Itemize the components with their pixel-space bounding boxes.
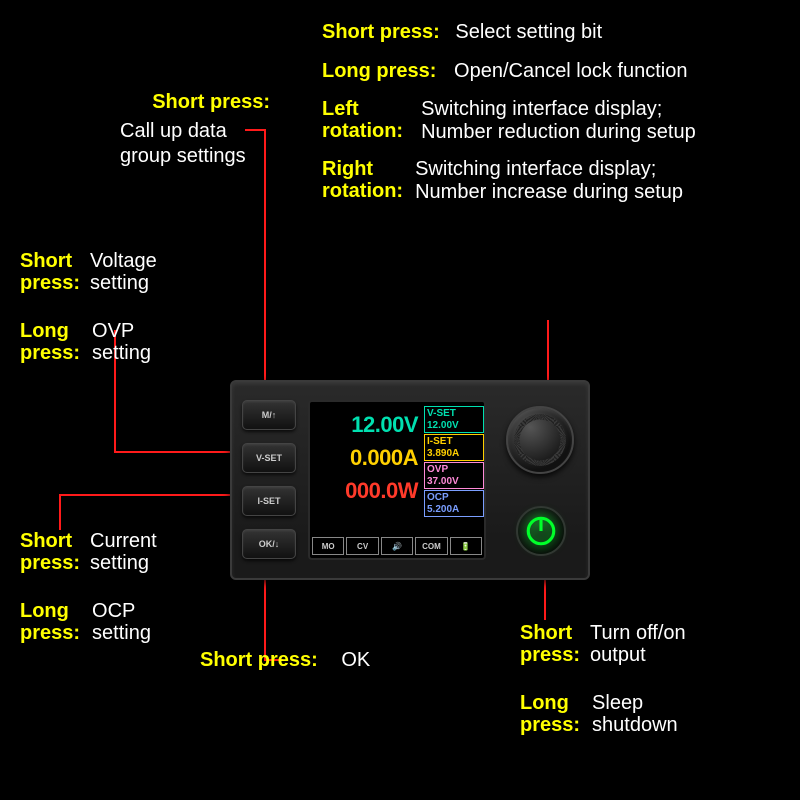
- lcd-current: 0.000A: [312, 441, 418, 474]
- vset-short-text: Voltage setting: [90, 250, 157, 294]
- m-button[interactable]: M/↑: [242, 400, 296, 430]
- encoder-longpress: Long press: Open/Cancel lock function: [322, 59, 782, 84]
- encoder-rightrot: Rightrotation: Switching interface displ…: [322, 158, 782, 204]
- lcd-footer: MOCV🔊COM🔋: [312, 537, 482, 555]
- power-icon: [524, 514, 558, 548]
- iset-short-text: Current setting: [90, 530, 157, 574]
- lcd-screen: 12.00V 0.000A 000.0W V-SET12.00VI-SET3.8…: [308, 400, 486, 560]
- lcd-side-panel: V-SET12.00VI-SET3.890AOVP37.00VOCP5.200A: [424, 406, 484, 518]
- power-button[interactable]: [516, 506, 566, 556]
- lcd-power: 000.0W: [312, 474, 418, 507]
- ok-short-label: Short press:: [200, 649, 318, 671]
- lcd-tag: 🔊: [381, 537, 413, 555]
- lcd-tag: CV: [346, 537, 378, 555]
- lcd-tag: MO: [312, 537, 344, 555]
- power-supply-device: M/↑ V-SET I-SET OK/↓ 12.00V 0.000A 000.0…: [230, 380, 590, 580]
- m-short-label: Short press:: [90, 90, 270, 115]
- lcd-side-v-set: V-SET12.00V: [424, 406, 484, 433]
- m-short-text: Call up data group settings: [120, 119, 270, 169]
- rotary-encoder[interactable]: [506, 406, 574, 474]
- lcd-side-i-set: I-SET3.890A: [424, 434, 484, 461]
- power-long-text: Sleep shutdown: [592, 692, 678, 736]
- lcd-side-ovp: OVP37.00V: [424, 462, 484, 489]
- device-button-column: M/↑ V-SET I-SET OK/↓: [242, 400, 296, 572]
- power-short-text: Turn off/on output: [590, 622, 686, 666]
- lcd-voltage: 12.00V: [312, 408, 418, 441]
- vset-long-text: OVP setting: [92, 320, 151, 364]
- encoder-shortpress: Short press: Select setting bit: [322, 20, 782, 45]
- vset-button[interactable]: V-SET: [242, 443, 296, 473]
- iset-button[interactable]: I-SET: [242, 486, 296, 516]
- ok-button[interactable]: OK/↓: [242, 529, 296, 559]
- ok-short-text: OK: [341, 649, 370, 671]
- iset-long-text: OCP setting: [92, 600, 151, 644]
- lcd-tag: COM: [415, 537, 447, 555]
- encoder-leftrot: Leftrotation: Switching interface displa…: [322, 98, 782, 144]
- lcd-side-ocp: OCP5.200A: [424, 490, 484, 517]
- lcd-tag: 🔋: [450, 537, 482, 555]
